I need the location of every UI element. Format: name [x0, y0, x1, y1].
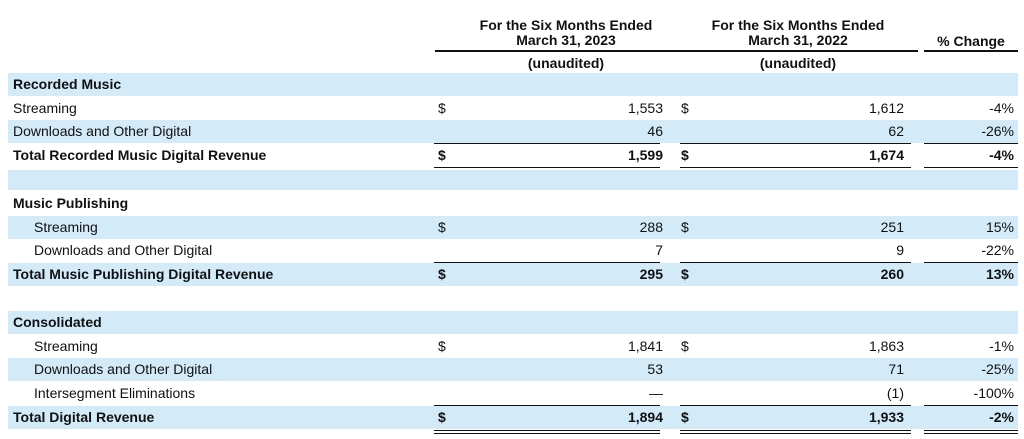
pct-change-header-rule — [924, 50, 1018, 52]
currency-symbol: $ — [681, 409, 689, 425]
pct-change: 15% — [985, 219, 1014, 235]
row-label: Total Recorded Music Digital Revenue — [13, 147, 267, 163]
currency-symbol: $ — [438, 147, 446, 163]
subtotal-rule — [924, 262, 1018, 263]
pct-change: -1% — [989, 338, 1014, 354]
value-2022: (1) — [886, 385, 904, 401]
value-2023: 53 — [647, 361, 663, 377]
pct-change: -22% — [981, 242, 1014, 258]
table-row: Music Publishing — [8, 192, 1018, 215]
value-2022: 71 — [888, 361, 904, 377]
row-label: Streaming — [34, 219, 98, 235]
currency-symbol: $ — [438, 409, 446, 425]
subtotal-rule — [680, 405, 911, 406]
table-row: Consolidated — [8, 311, 1018, 334]
col-2023-header: For the Six Months Ended March 31, 2023 — [435, 18, 697, 48]
subtotal-rule — [924, 405, 1018, 406]
col-2023-header-line1: For the Six Months Ended — [479, 17, 653, 33]
table-row: Downloads and Other Digital 46 62 -26% — [8, 120, 1018, 143]
row-label: Downloads and Other Digital — [34, 242, 213, 258]
total-double-rule — [434, 430, 660, 434]
value-2023: 295 — [639, 266, 663, 282]
col-2023-unaudited: (unaudited) — [527, 55, 605, 71]
subtotal-rule — [434, 143, 660, 144]
total-double-rule — [924, 430, 1018, 434]
currency-symbol: $ — [681, 338, 689, 354]
value-2023: 1,599 — [627, 147, 663, 163]
pct-change: -2% — [989, 409, 1014, 425]
col-2022-header: For the Six Months Ended March 31, 2022 — [678, 18, 918, 48]
col-2022-unaudited: (unaudited) — [759, 55, 837, 71]
pct-change: -26% — [981, 123, 1014, 139]
table-row: Streaming $ 1,553 $ 1,612 -4% — [8, 97, 1018, 120]
pct-change: -100% — [973, 385, 1014, 401]
table-row: Downloads and Other Digital 7 9 -22% — [8, 239, 1018, 262]
currency-symbol: $ — [438, 338, 446, 354]
table-row: Streaming $ 288 $ 251 15% — [8, 216, 1018, 239]
col-2022-header-line2: March 31, 2022 — [748, 32, 848, 48]
value-2022: 1,612 — [868, 100, 904, 116]
total-double-rule — [680, 430, 911, 434]
value-2023: 46 — [647, 123, 663, 139]
subtotal-rule — [680, 143, 911, 144]
currency-symbol: $ — [681, 219, 689, 235]
spacer-row — [8, 287, 1018, 309]
value-2023: 1,894 — [627, 409, 663, 425]
row-label: Total Digital Revenue — [13, 409, 155, 425]
row-label: Total Music Publishing Digital Revenue — [13, 266, 274, 282]
table-row-total: Total Recorded Music Digital Revenue $ 1… — [8, 144, 1018, 167]
value-2023: — — [649, 385, 663, 401]
pct-change: -4% — [989, 100, 1014, 116]
value-2023: 288 — [639, 219, 663, 235]
row-label: Intersegment Eliminations — [34, 385, 196, 401]
pct-change-header: % Change — [937, 33, 1005, 49]
table-row: Recorded Music — [8, 73, 1018, 96]
pct-change: 13% — [985, 266, 1014, 282]
col-2023-header-rule — [435, 50, 697, 52]
table-row: Downloads and Other Digital 53 71 -25% — [8, 358, 1018, 381]
value-2022: 251 — [880, 219, 904, 235]
value-2022: 260 — [880, 266, 904, 282]
col-2023-header-line2: March 31, 2023 — [516, 32, 616, 48]
subtotal-rule — [434, 405, 660, 406]
subtotal-rule — [434, 262, 660, 263]
section-title: Recorded Music — [13, 76, 122, 92]
currency-symbol: $ — [438, 100, 446, 116]
value-2022: 1,674 — [868, 147, 904, 163]
table-row: Streaming $ 1,841 $ 1,863 -1% — [8, 335, 1018, 358]
row-label: Streaming — [34, 338, 98, 354]
value-2022: 9 — [896, 242, 904, 258]
subtotal-rule — [924, 143, 1018, 144]
currency-symbol: $ — [438, 219, 446, 235]
value-2023: 1,841 — [627, 338, 663, 354]
value-2022: 1,933 — [868, 409, 904, 425]
table-row-total: Total Music Publishing Digital Revenue $… — [8, 263, 1018, 286]
currency-symbol: $ — [681, 147, 689, 163]
value-2023: 7 — [655, 242, 663, 258]
col-2022-header-line1: For the Six Months Ended — [711, 17, 885, 33]
currency-symbol: $ — [681, 100, 689, 116]
pct-change: -4% — [989, 147, 1014, 163]
row-label: Downloads and Other Digital — [34, 361, 213, 377]
currency-symbol: $ — [681, 266, 689, 282]
value-2022: 62 — [888, 123, 904, 139]
table-row-total: Total Digital Revenue $ 1,894 $ 1,933 -2… — [8, 406, 1018, 429]
spacer-row — [8, 170, 1018, 190]
table-row: Intersegment Eliminations — (1) -100% — [8, 382, 1018, 405]
row-label: Downloads and Other Digital — [13, 123, 192, 139]
pct-change: -25% — [981, 361, 1014, 377]
col-2022-header-rule — [678, 50, 918, 52]
section-title: Consolidated — [13, 314, 102, 330]
currency-symbol: $ — [438, 266, 446, 282]
subtotal-rule — [680, 262, 911, 263]
value-2023: 1,553 — [627, 100, 663, 116]
value-2022: 1,863 — [868, 338, 904, 354]
section-title: Music Publishing — [13, 195, 129, 211]
row-label: Streaming — [13, 100, 77, 116]
